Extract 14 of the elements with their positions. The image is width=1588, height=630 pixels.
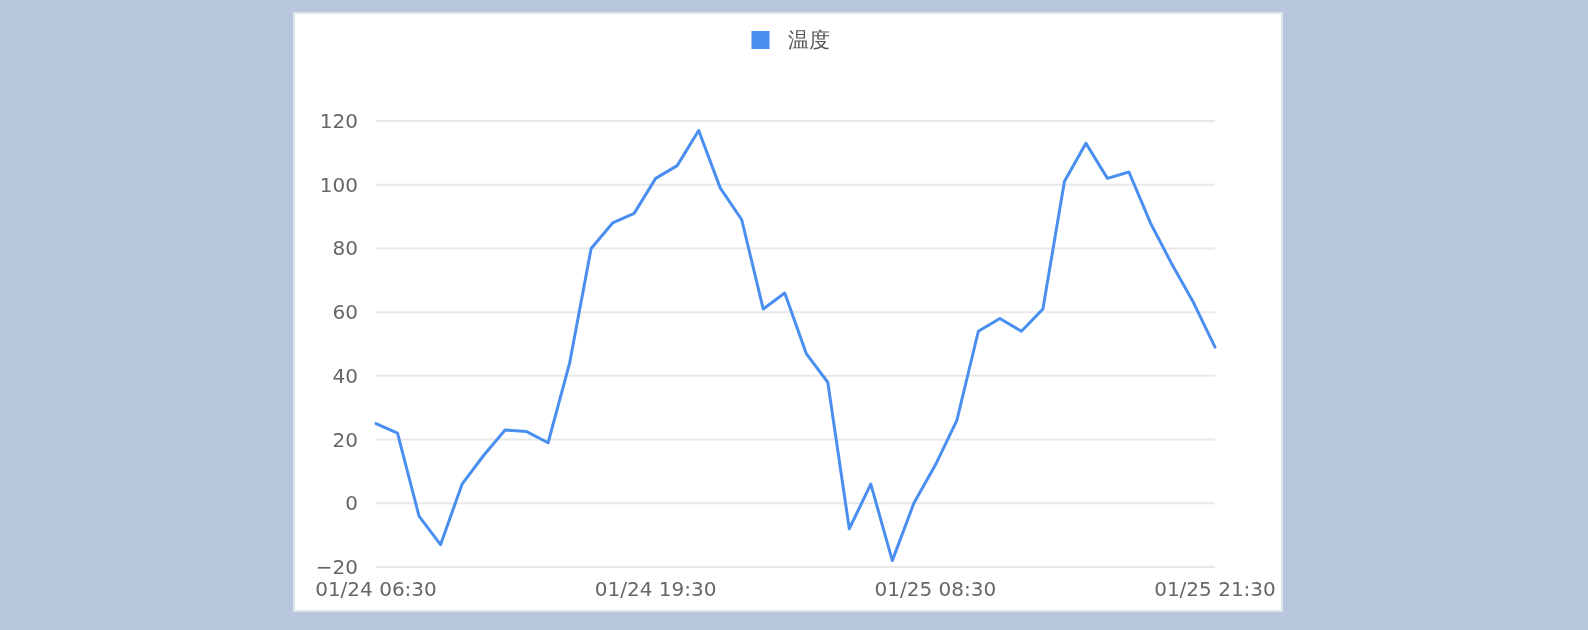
y-tick-label: 100 xyxy=(319,172,358,197)
x-tick-label: 01/25 21:30 xyxy=(1154,577,1276,601)
y-tick-label: 60 xyxy=(332,300,358,325)
x-tick-label: 01/25 08:30 xyxy=(874,577,997,601)
x-tick-label: 01/24 19:30 xyxy=(594,577,717,601)
y-tick-label: −20 xyxy=(315,555,358,579)
legend-label: 温度 xyxy=(787,28,830,52)
y-tick-label: 40 xyxy=(332,363,358,388)
y-tick-label: 120 xyxy=(319,109,358,133)
x-tick-label: 01/24 06:30 xyxy=(315,577,437,601)
y-tick-label: 80 xyxy=(332,236,358,261)
y-tick-label: 0 xyxy=(345,491,358,516)
y-tick-label: 20 xyxy=(332,427,358,452)
line-series xyxy=(374,129,1217,563)
